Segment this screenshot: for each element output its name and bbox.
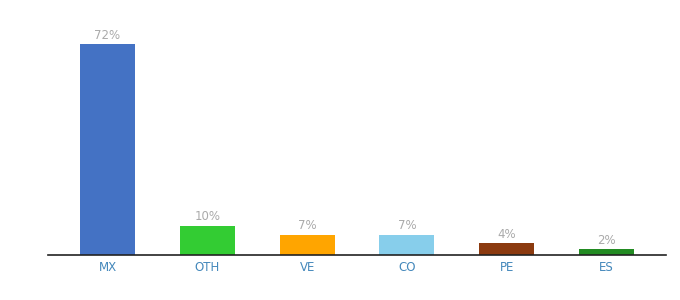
- Text: 7%: 7%: [398, 219, 416, 232]
- Text: 4%: 4%: [497, 228, 516, 241]
- Text: 10%: 10%: [194, 210, 220, 224]
- Bar: [279, 235, 335, 255]
- Bar: [479, 243, 534, 255]
- Bar: [379, 235, 435, 255]
- Bar: [180, 226, 235, 255]
- Text: 2%: 2%: [597, 234, 616, 247]
- Text: 72%: 72%: [95, 29, 120, 42]
- Bar: [579, 249, 634, 255]
- Bar: [80, 44, 135, 255]
- Text: 7%: 7%: [298, 219, 316, 232]
